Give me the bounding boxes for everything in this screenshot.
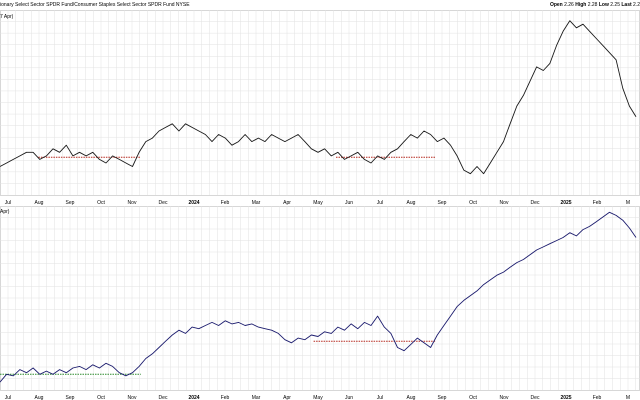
panel-frame [0,206,640,391]
exchange-label: NYSE [175,2,190,8]
open-value: 2.26 [564,2,574,8]
month-tick-label: Oct [97,200,105,206]
last-label: Last [621,2,632,8]
month-tick-label: Jul [5,200,11,206]
month-tick-label: Jul [377,200,383,206]
month-tick-label: Aug [35,395,44,400]
month-tick-label: Oct [469,395,477,400]
month-tick-label: Sep [66,395,75,400]
month-tick-label: Jun [345,395,353,400]
month-tick-label: Jul [5,395,11,400]
low-value: 2.25 [610,2,620,8]
last-value: 2.2 [633,2,640,8]
month-tick-label: Aug [407,395,416,400]
high-value: 2.28 [587,2,598,8]
relative-strength-line [0,211,637,383]
month-tick-label: 2024 [188,200,199,206]
ohlc-readout: Open 2.26 High 2.28 Low 2.25 Last 2.2 [550,2,640,8]
month-tick-label: Jun [345,200,353,206]
bottom-panel-note: Apr) [0,209,10,215]
month-tick-label: 2024 [188,395,199,400]
month-tick-label: Nov [128,200,137,206]
high-label: High [575,2,587,8]
month-tick-label: Oct [97,395,105,400]
open-label: Open [549,2,563,8]
month-tick-label: May [313,200,323,206]
month-tick-label: Aug [35,200,44,206]
month-tick-label: Mar [252,395,261,400]
month-tick-label: 2025 [560,200,571,206]
panel-frame [0,10,640,196]
month-tick-label: Sep [66,200,75,206]
month-tick-label: Feb [221,200,230,206]
month-tick-label: Feb [593,395,602,400]
month-tick-label: Aug [407,200,416,206]
price-ratio-line [0,20,637,175]
month-tick-label: M [626,200,630,206]
month-tick-label: Sep [438,200,447,206]
month-tick-label: Feb [593,200,602,206]
month-tick-label: Mar [252,200,261,206]
month-tick-label: Apr [283,395,291,400]
month-tick-label: Nov [128,395,137,400]
month-tick-label: Nov [500,395,509,400]
top-panel-note: 7 Apr) [0,14,14,20]
month-tick-label: Dec [159,200,168,206]
month-tick-label: Nov [500,200,509,206]
month-tick-label: Dec [531,200,540,206]
month-tick-label: Dec [159,395,168,400]
month-tick-label: Apr [283,200,291,206]
month-tick-label: Sep [438,395,447,400]
month-tick-label: Oct [469,200,477,206]
title-text: ionary Select Sector SPDR Fund/Consumer … [0,2,175,8]
price-ratio-panel: Jul Aug Sep Oct Nov Dec 2024 Feb Mar Apr May Jun Jul… [0,10,640,206]
month-tick-label: Feb [221,395,230,400]
month-tick-label: Dec [531,395,540,400]
relative-strength-panel: Jul Aug Sep Oct Nov Dec 2024 Feb Mar Apr May Jun Jul… [0,206,640,400]
month-tick-label: Jul [377,395,383,400]
low-label: Low [598,2,609,8]
month-tick-label: 2025 [560,395,571,400]
month-tick-label: M [626,395,630,400]
chart-title: ionary Select Sector SPDR Fund/Consumer … [0,2,190,8]
month-tick-label: May [313,395,323,400]
